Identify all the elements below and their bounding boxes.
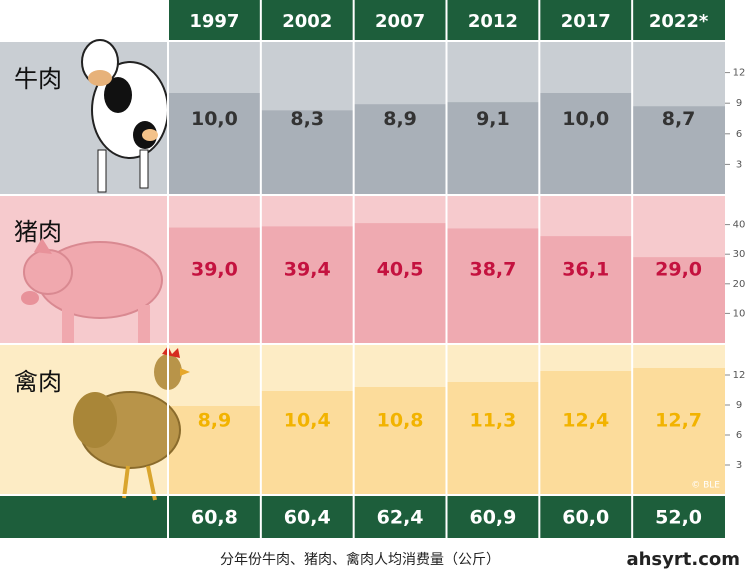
y-tick-label: 40 <box>733 220 746 231</box>
bar <box>353 387 447 495</box>
y-tick-label: 6 <box>736 430 742 441</box>
y-tick-label: 30 <box>733 249 746 260</box>
bar <box>168 227 261 343</box>
bar <box>353 223 447 343</box>
value-label: 38,7 <box>469 259 516 281</box>
hen-illustration <box>73 346 190 501</box>
total-label: 60,8 <box>191 507 238 529</box>
value-label: 11,3 <box>469 410 516 432</box>
value-label: 12,7 <box>655 410 702 432</box>
panel-label: 牛肉 <box>14 65 62 93</box>
x-tick-label: 2007 <box>375 11 425 32</box>
pig-illustration <box>21 238 163 343</box>
total-label: 60,4 <box>284 507 331 529</box>
bar <box>632 257 725 343</box>
value-label: 9,1 <box>476 108 510 130</box>
bar <box>168 93 261 195</box>
caption: 分年份牛肉、猪肉、禽肉人均消费量（公斤） <box>220 551 500 568</box>
x-tick-label: 2012 <box>468 11 518 32</box>
bar <box>260 226 354 343</box>
bar <box>539 236 633 343</box>
value-label: 8,9 <box>198 410 232 432</box>
y-tick-label: 20 <box>733 279 746 290</box>
y-tick-label: 12 <box>733 370 746 381</box>
value-label: 40,5 <box>377 259 424 281</box>
bar <box>632 368 725 495</box>
total-label: 60,0 <box>562 507 609 529</box>
y-tick-label: 12 <box>733 68 746 79</box>
value-label: 39,0 <box>191 259 238 281</box>
value-label: 10,0 <box>191 108 238 130</box>
bar <box>260 110 354 195</box>
totals-band <box>0 495 725 538</box>
total-label: 62,4 <box>377 507 424 529</box>
x-tick-label: 2002 <box>282 11 332 32</box>
total-label: 52,0 <box>655 507 702 529</box>
x-tick-label: 2017 <box>561 11 611 32</box>
bar <box>353 104 447 195</box>
y-tick-label: 9 <box>736 400 742 411</box>
credit: © BLE <box>691 481 720 491</box>
panel-label: 禽肉 <box>14 368 62 396</box>
bar <box>260 391 354 495</box>
x-tick-label: 2022* <box>649 11 709 32</box>
watermark: ahsyrt.com <box>626 549 740 570</box>
value-label: 10,8 <box>377 410 424 432</box>
y-tick-label: 6 <box>736 129 742 140</box>
value-label: 39,4 <box>284 259 331 281</box>
value-label: 8,7 <box>662 108 696 130</box>
value-label: 10,4 <box>284 410 331 432</box>
bar <box>168 406 261 495</box>
bar <box>539 93 633 195</box>
value-label: 8,3 <box>290 108 324 130</box>
value-label: 29,0 <box>655 259 702 281</box>
value-label: 8,9 <box>383 108 417 130</box>
bar <box>632 106 725 195</box>
value-label: 12,4 <box>562 410 609 432</box>
total-label: 60,9 <box>469 507 516 529</box>
y-tick-label: 9 <box>736 98 742 109</box>
bar <box>446 382 540 495</box>
y-tick-label: 3 <box>736 159 742 170</box>
panel-label: 猪肉 <box>14 218 62 246</box>
y-tick-label: 3 <box>736 460 742 471</box>
value-label: 10,0 <box>562 108 609 130</box>
bar <box>446 102 540 195</box>
cow-illustration <box>81 39 169 193</box>
bar <box>446 228 540 343</box>
value-label: 36,1 <box>562 259 609 281</box>
bar <box>539 371 633 495</box>
y-tick-label: 10 <box>733 308 746 319</box>
x-tick-label: 1997 <box>189 11 239 32</box>
